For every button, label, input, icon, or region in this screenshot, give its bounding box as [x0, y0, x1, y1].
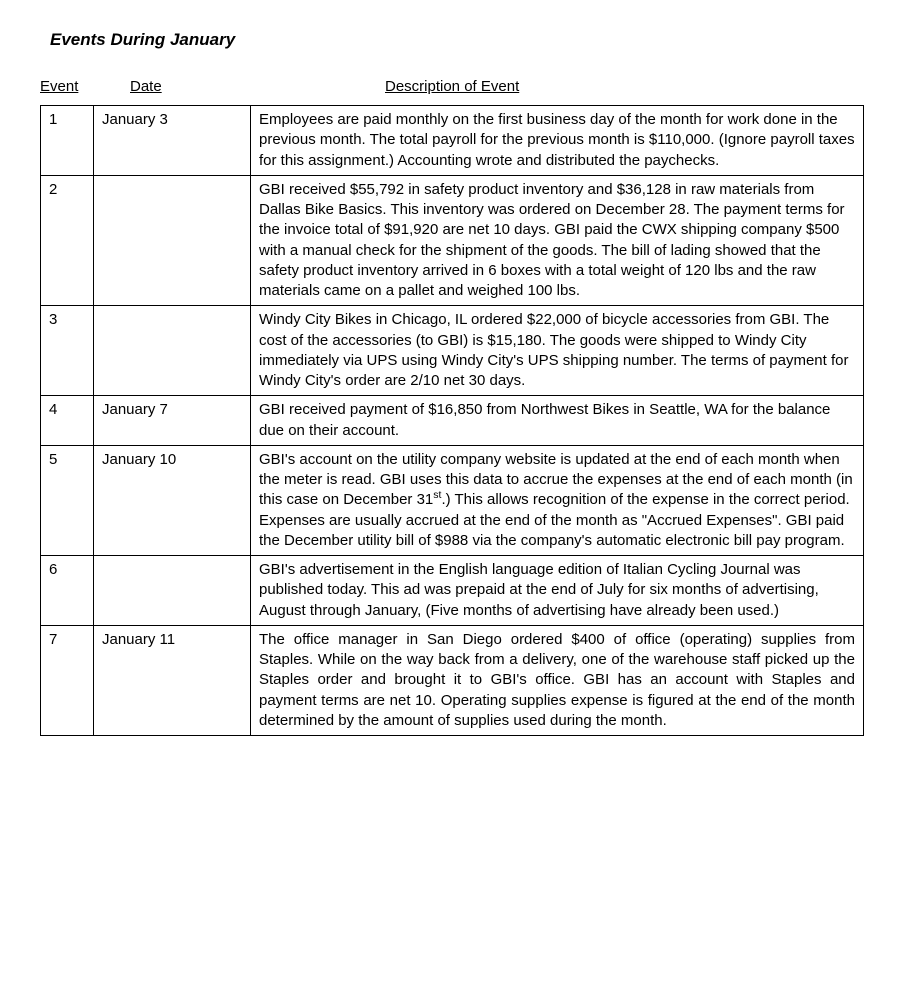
event-date: January 11 — [94, 625, 251, 735]
event-date — [94, 306, 251, 396]
event-description: GBI's advertisement in the English langu… — [251, 556, 864, 626]
table-row: 7January 11The office manager in San Die… — [41, 625, 864, 735]
event-number: 7 — [41, 625, 94, 735]
event-number: 4 — [41, 396, 94, 446]
event-description: GBI's account on the utility company web… — [251, 445, 864, 555]
event-date — [94, 175, 251, 306]
event-description: GBI received $55,792 in safety product i… — [251, 175, 864, 306]
table-row: 3 Windy City Bikes in Chicago, IL ordered… — [41, 306, 864, 396]
event-description: Employees are paid monthly on the first … — [251, 106, 864, 176]
event-date: January 7 — [94, 396, 251, 446]
event-date: January 10 — [94, 445, 251, 555]
event-description: The office manager in San Diego ordered … — [251, 625, 864, 735]
event-description: GBI received payment of $16,850 from Nor… — [251, 396, 864, 446]
table-row: 5January 10GBI's account on the utility … — [41, 445, 864, 555]
table-row: 4January 7GBI received payment of $16,85… — [41, 396, 864, 446]
table-row: 6 GBI's advertisement in the English lang… — [41, 556, 864, 626]
event-number: 5 — [41, 445, 94, 555]
header-date: Date — [130, 78, 285, 95]
event-number: 6 — [41, 556, 94, 626]
page-title: Events During January — [50, 30, 864, 50]
column-headers: Event Date Description of Event — [40, 78, 864, 95]
event-date — [94, 556, 251, 626]
table-row: 2 GBI received $55,792 in safety product … — [41, 175, 864, 306]
event-number: 3 — [41, 306, 94, 396]
event-date: January 3 — [94, 106, 251, 176]
header-event: Event — [40, 78, 100, 95]
table-row: 1January 3Employees are paid monthly on … — [41, 106, 864, 176]
event-number: 1 — [41, 106, 94, 176]
event-number: 2 — [41, 175, 94, 306]
events-table: 1January 3Employees are paid monthly on … — [40, 105, 864, 736]
event-description: Windy City Bikes in Chicago, IL ordered … — [251, 306, 864, 396]
header-description: Description of Event — [385, 78, 519, 95]
